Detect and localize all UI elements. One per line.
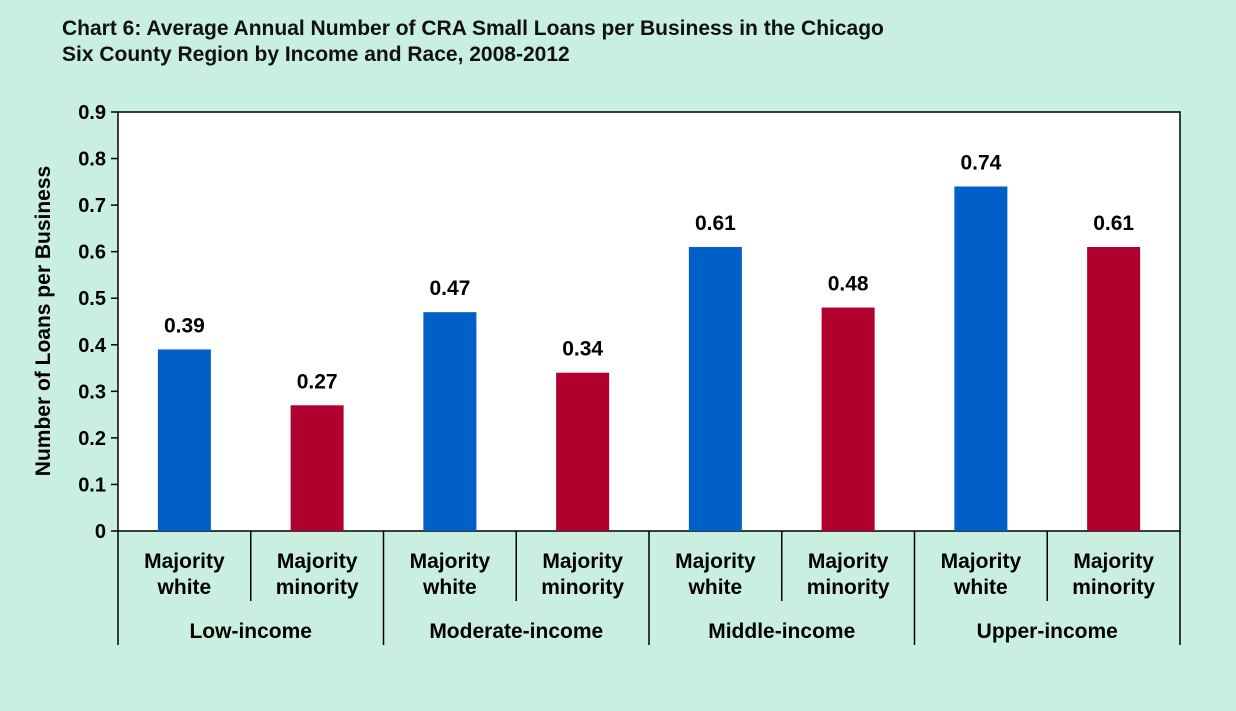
- data-label: 0.74: [960, 151, 1001, 174]
- bar-minority: [290, 405, 344, 531]
- category-label-line1: Majority: [277, 550, 358, 573]
- bar-white: [423, 312, 477, 531]
- y-tick-label: 0: [95, 521, 106, 543]
- y-tick-label: 0.7: [78, 195, 106, 217]
- bars: 0.39 0.27 0.47 0.34 0.61 0.48 0.74 0.61: [157, 151, 1141, 531]
- data-label: 0.34: [562, 338, 603, 361]
- category-label-line1: Majority: [410, 550, 491, 573]
- bar-minority: [556, 372, 610, 531]
- category-label-line2: white: [422, 576, 477, 599]
- y-tick-label: 0.6: [78, 242, 106, 264]
- chart-title-line2: Six County Region by Income and Race, 20…: [62, 43, 570, 66]
- category-label-line2: minority: [807, 576, 890, 599]
- y-tick-label: 0.3: [78, 381, 106, 403]
- data-label: 0.61: [695, 212, 736, 235]
- y-tick-label: 0.8: [78, 149, 106, 171]
- y-tick-label: 0.9: [78, 102, 106, 124]
- chart-title-line1: Chart 6: Average Annual Number of CRA Sm…: [62, 17, 884, 40]
- data-label: 0.39: [164, 314, 205, 337]
- category-label-line2: minority: [541, 576, 624, 599]
- group-label: Low-income: [189, 620, 312, 643]
- bar-white: [688, 247, 742, 531]
- category-label-line1: Majority: [144, 550, 225, 573]
- category-label-line2: white: [688, 576, 743, 599]
- group-label: Middle-income: [708, 620, 855, 643]
- data-label: 0.48: [828, 273, 869, 296]
- y-axis: 0 0.1 0.2 0.3 0.4 0.5 0.6 0.7 0.8 0.9: [78, 102, 118, 543]
- data-label: 0.61: [1093, 212, 1134, 235]
- bar-minority: [1087, 247, 1141, 531]
- category-label-line1: Majority: [542, 550, 623, 573]
- category-label-line1: Majority: [941, 550, 1022, 573]
- x-axis: Majority white Majority minority Majority whi…: [117, 531, 1181, 645]
- y-tick-label: 0.5: [78, 288, 106, 310]
- category-label-line2: minority: [1072, 576, 1155, 599]
- y-tick-label: 0.4: [78, 335, 107, 357]
- category-label-line2: white: [953, 576, 1008, 599]
- category-label-line1: Majority: [675, 550, 756, 573]
- plot-area: [117, 111, 1181, 532]
- bar-white: [954, 186, 1008, 531]
- chart-title: Chart 6: Average Annual Number of CRA Sm…: [62, 16, 1062, 68]
- category-label-line1: Majority: [1073, 550, 1154, 573]
- y-tick-label: 0.2: [78, 428, 106, 450]
- y-axis-title: Number of Loans per Business: [32, 166, 55, 476]
- group-label: Moderate-income: [429, 620, 603, 643]
- group-label: Upper-income: [977, 620, 1118, 643]
- category-label-line2: minority: [276, 576, 359, 599]
- y-tick-label: 0.1: [78, 474, 106, 496]
- bar-minority: [821, 307, 875, 531]
- category-label-line2: white: [157, 576, 212, 599]
- data-label: 0.27: [297, 370, 338, 393]
- category-label-line1: Majority: [808, 550, 889, 573]
- bar-white: [157, 349, 211, 531]
- data-label: 0.47: [429, 277, 470, 300]
